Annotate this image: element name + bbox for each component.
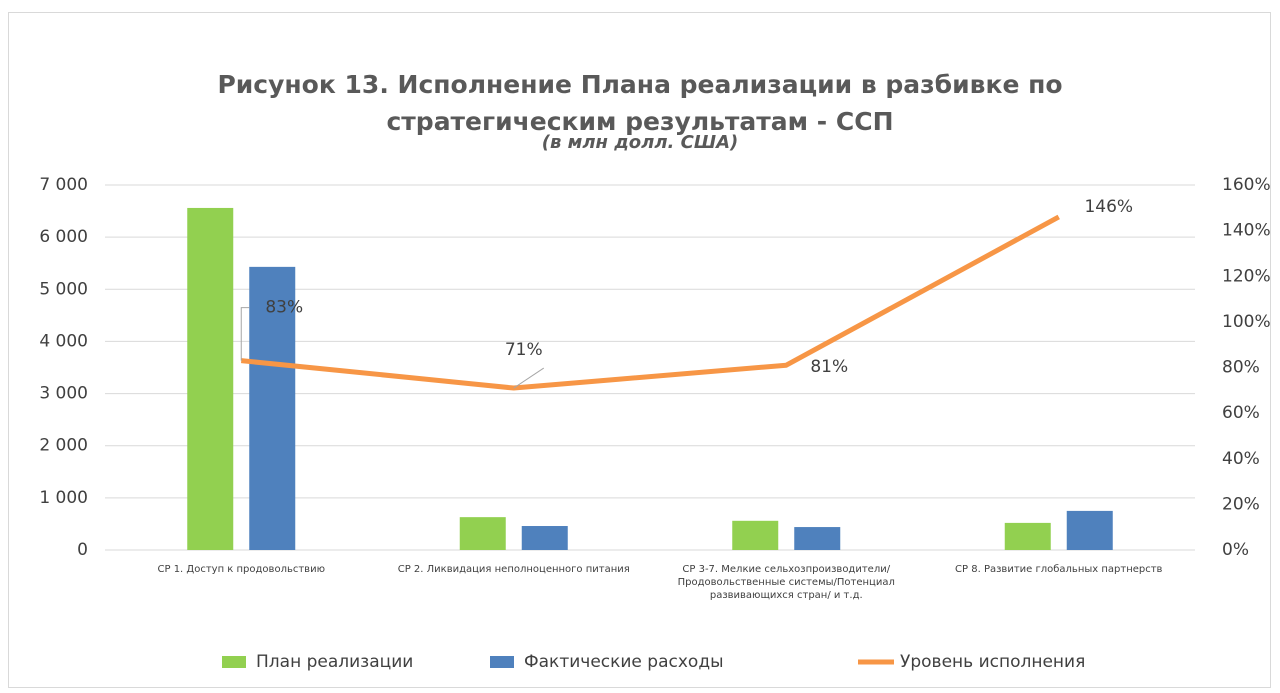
data-label: 81% [810,357,848,377]
line [241,214,1060,391]
y-tick-label: 3 000 [39,384,88,404]
y2-tick-label: 40% [1222,449,1260,469]
y-tick-label: 4 000 [39,331,88,351]
y-tick-label: 1 000 [39,488,88,508]
x-tick-label: СР 8. Развитие глобальных партнерств [955,564,1163,575]
y2-tick-label: 100% [1222,312,1271,332]
data-label: 83% [265,298,303,318]
y2-tick-label: 160% [1222,175,1271,195]
x-tick-label: СР 1. Доступ к продовольствию [157,564,326,575]
y2-tick-label: 140% [1222,221,1271,241]
chart-title: Рисунок 13. Исполнение Плана реализации … [217,70,1063,136]
x-tick-label: СР 2. Ликвидация неполноценного питания [397,564,630,575]
x-tick-label: СР 3-7. Мелкие сельхозпроизводители/Прод… [677,564,895,601]
legend-label: Уровень исполнения [900,652,1085,672]
bar [521,526,568,550]
bar [249,266,296,550]
y-tick-label: 6 000 [39,227,88,247]
bar [1066,510,1113,550]
bar [794,527,841,550]
legend-label: Фактические расходы [524,652,724,672]
y-tick-label: 5 000 [39,279,88,299]
y2-tick-label: 0% [1222,540,1249,560]
y2-tick-label: 120% [1222,266,1271,286]
data-label: 71% [505,340,543,360]
legend-label: План реализации [256,652,413,672]
chart-subtitle: (в млн долл. США) [541,132,739,153]
leader-line [240,307,250,361]
legend-swatch [490,656,514,668]
y2-tick-label: 20% [1222,494,1260,514]
y-tick-label: 2 000 [39,436,88,456]
leader-line [513,367,545,389]
legend-swatch [222,656,246,668]
bar [1004,522,1051,550]
y2-tick-label: 60% [1222,403,1260,423]
bar [459,517,506,550]
chart-border [8,12,1271,688]
data-label: 146% [1084,197,1133,217]
bar [187,207,234,550]
bar [732,520,779,550]
y-tick-label: 0 [77,540,88,560]
y-tick-label: 7 000 [39,175,88,195]
y2-tick-label: 80% [1222,358,1260,378]
